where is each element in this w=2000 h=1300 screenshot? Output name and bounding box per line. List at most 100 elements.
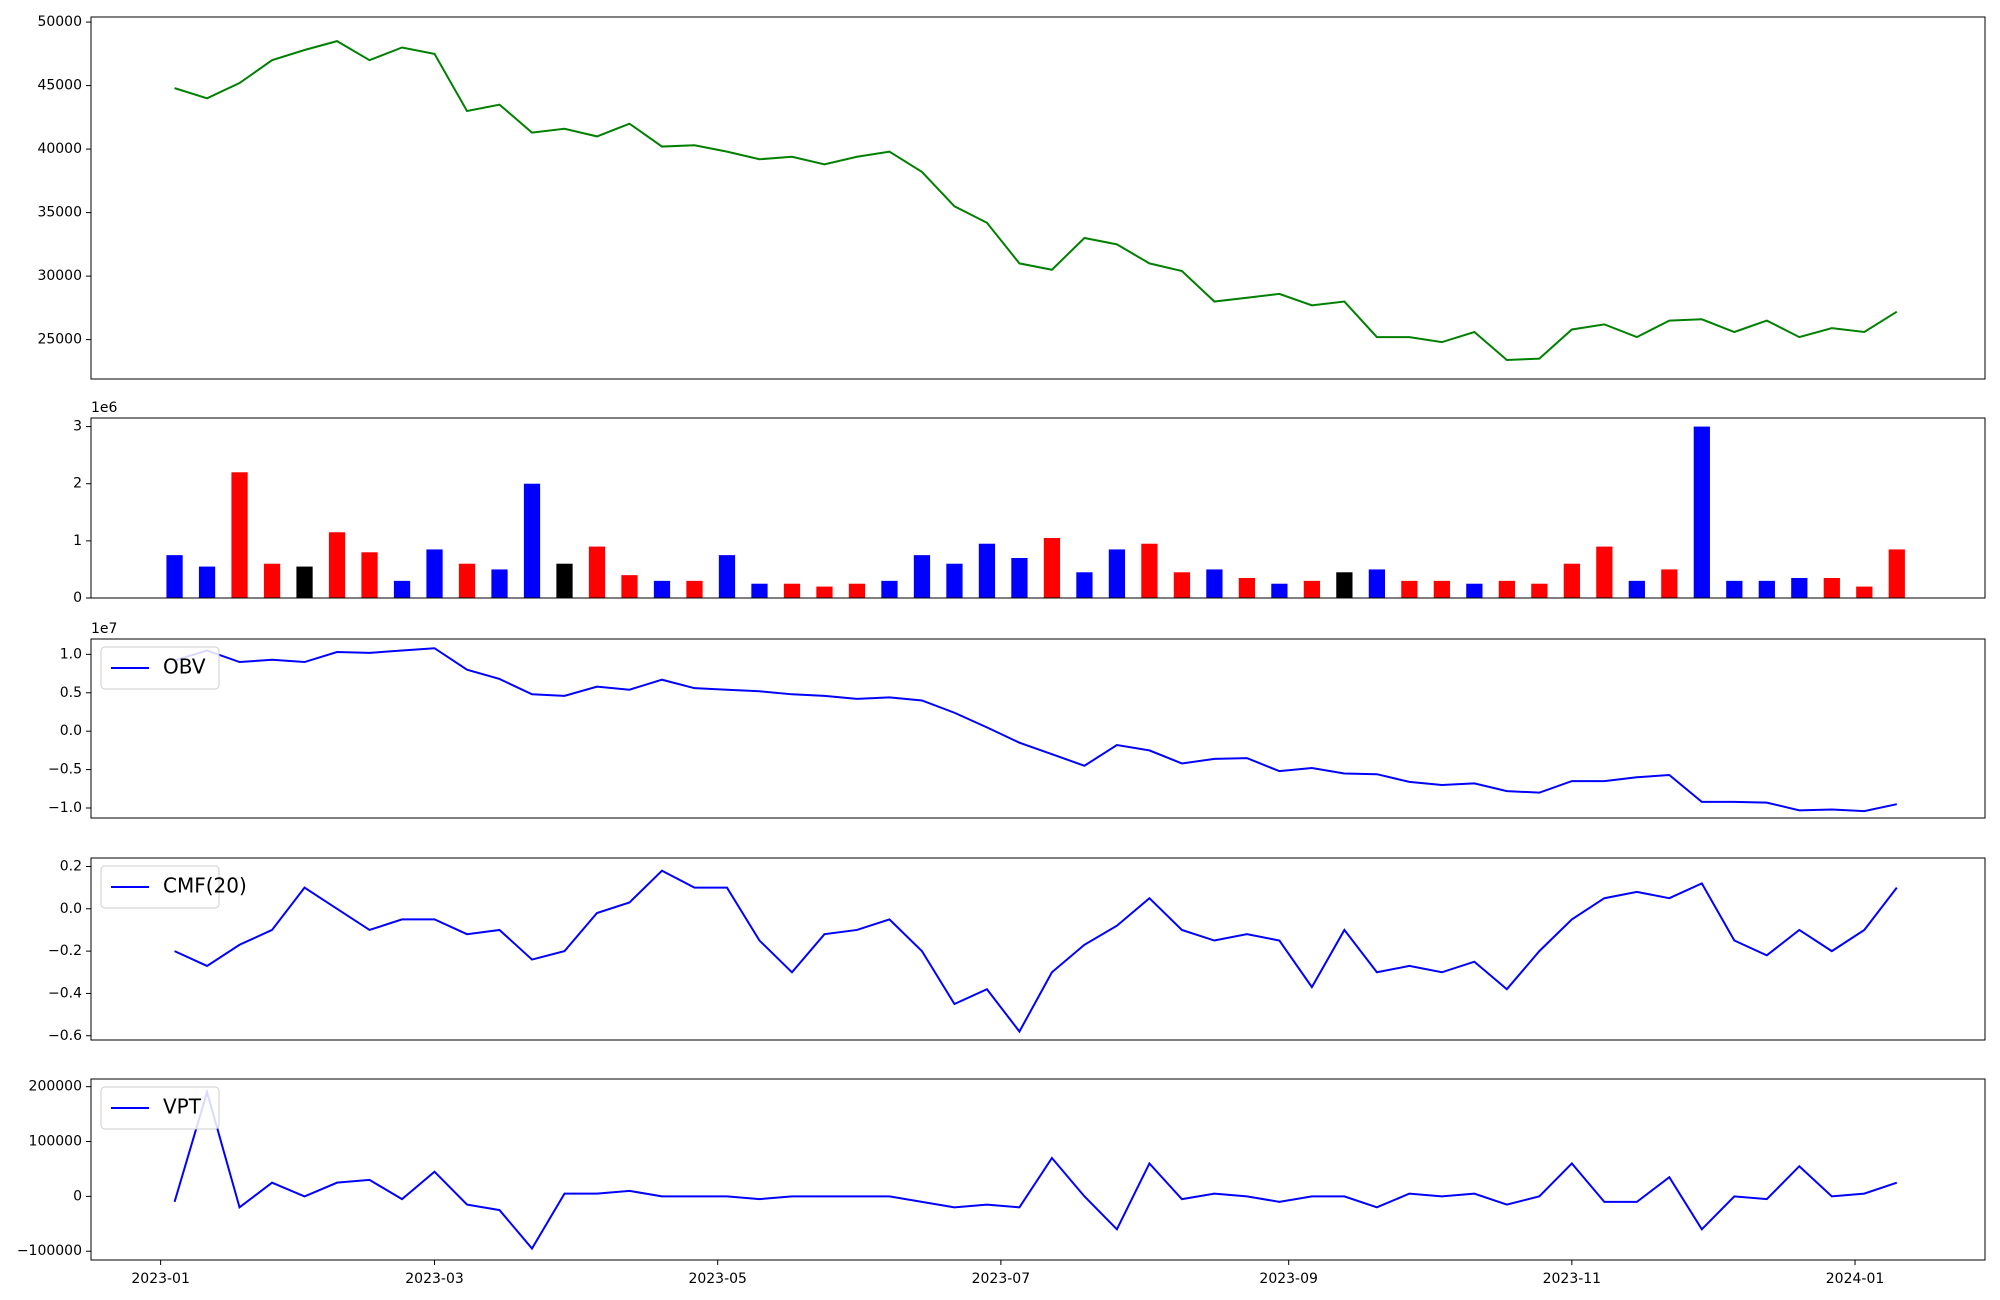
y-tick-label: −100000 [17,1243,82,1259]
bar [1173,572,1191,598]
bar [1238,578,1256,598]
bar [1596,546,1613,598]
bar [1466,583,1483,598]
bar [1108,549,1126,598]
bar [783,583,801,598]
bar [718,555,736,598]
y-tick-label: 0 [73,1188,82,1204]
bar [1043,538,1061,598]
bar [913,555,931,598]
y-tick-label: 2 [73,476,82,492]
y-tick-label: −1.0 [48,800,82,816]
bar [881,580,898,598]
y-offset-label: 1e7 [91,621,117,637]
y-tick-label: 0.5 [60,685,82,701]
bar [393,580,411,598]
y-offset-label: 1e6 [91,400,118,416]
bar [523,483,541,598]
x-tick-label: 2024-01 [1826,1271,1885,1287]
bar [621,575,638,598]
bar [1563,563,1580,598]
bar [263,563,281,598]
y-tick-label: 25000 [37,332,82,348]
bar [556,563,573,598]
bar [1368,569,1386,598]
bar [1531,583,1548,598]
bar [1303,580,1321,598]
bar [198,566,216,598]
bar [1011,558,1028,598]
bar [848,583,866,598]
bar [653,580,671,598]
bar [588,546,606,598]
bar [1498,580,1515,598]
bar [1758,580,1775,598]
line-series [174,40,1898,361]
axes-frame [90,16,1986,380]
bar [1433,580,1450,598]
y-tick-label: 3 [73,419,82,435]
bar [1336,572,1353,598]
y-tick-label: 100000 [29,1134,82,1150]
legend-label: OBV [163,655,206,679]
x-tick-label: 2023-01 [131,1271,190,1287]
bar [328,532,346,598]
line-series [174,869,1898,1034]
bar [1076,572,1093,598]
y-tick-label: 0.0 [60,901,82,917]
bar [296,566,313,598]
line-series [173,1088,1898,1251]
bar [1401,580,1418,598]
y-tick-label: 1.0 [60,646,82,662]
y-tick-label: 0.0 [60,723,82,739]
y-tick-label: 50000 [37,14,82,30]
y-tick-label: −0.2 [48,943,82,959]
bar [361,552,378,598]
bar [166,555,183,598]
y-tick-label: −0.4 [48,985,82,1001]
bar [458,563,476,598]
legend-label: VPT [163,1095,202,1119]
bar [1888,549,1905,598]
bar [1791,578,1808,598]
bar [946,563,963,598]
bar [751,583,768,598]
x-tick-label: 2023-09 [1259,1271,1318,1287]
bar [491,569,508,598]
axes-frame [90,417,1986,599]
bar [1726,580,1743,598]
bar [1823,578,1840,598]
legend-label: CMF(20) [163,874,247,898]
bar [1206,569,1223,598]
bar [816,586,833,598]
y-tick-label: 200000 [29,1079,82,1095]
bar [1141,543,1158,598]
y-tick-label: 45000 [37,78,82,94]
y-tick-label: −0.6 [48,1028,82,1044]
axes-frame [90,1078,1986,1261]
x-tick-label: 2023-05 [688,1271,747,1287]
x-tick-label: 2023-03 [405,1271,464,1287]
bar [1856,586,1873,598]
bar [1693,426,1710,598]
axes-frame [90,857,1986,1041]
bar [1661,569,1678,598]
x-tick-label: 2023-11 [1543,1271,1602,1287]
bar [1271,583,1288,598]
legend-box [100,1086,220,1130]
x-tick-label: 2023-07 [972,1271,1031,1287]
y-tick-label: 30000 [37,268,82,284]
y-tick-label: 35000 [37,205,82,221]
y-tick-label: 40000 [37,141,82,157]
axes-frame [90,638,1986,819]
y-tick-label: −0.5 [48,762,82,778]
y-tick-label: 0.2 [60,858,82,874]
legend-box [100,865,220,909]
bar [231,472,248,598]
legend-box [100,646,220,690]
bar [1628,580,1645,598]
bar [426,549,443,598]
bar [686,580,703,598]
